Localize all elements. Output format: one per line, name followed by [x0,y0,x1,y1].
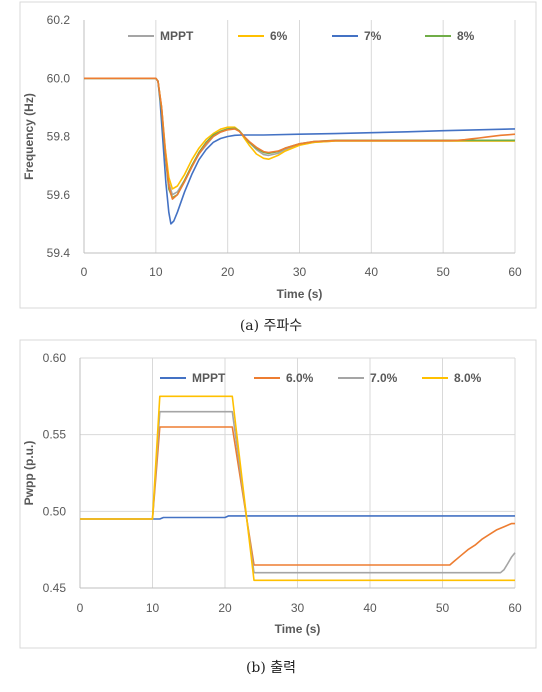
series-line [80,395,515,582]
x-tick-label: 20 [221,265,235,279]
x-tick-label: 60 [508,265,522,279]
legend-item: 7% [332,29,382,43]
legend-item: 8% [425,29,475,43]
legend-label: 7% [364,29,382,43]
x-tick-label: 40 [363,601,377,615]
y-tick-label: 59.8 [47,130,71,144]
legend-item: MPPT [160,371,226,385]
power-chart: 0 10 20 30 40 50 60 0.45 0.50 0.55 0.60 Time (s) Pwp… [19,339,537,649]
x-axis-label: Time (s) [277,287,323,301]
series-line [80,426,515,566]
frequency-chart: 0 10 20 30 40 50 60 59.4 59.6 59.8 60.0 60.2 Time (s… [19,1,537,309]
legend-label: 8.0% [454,371,482,385]
x-tick-label: 50 [436,265,450,279]
x-tick-label: 10 [146,601,160,615]
x-tick-label: 0 [77,601,84,615]
legend-item: 6% [238,29,288,43]
x-tick-label: 30 [293,265,307,279]
x-axis-label: Time (s) [275,622,321,636]
legend-item: 6.0% [254,371,314,385]
y-tick-label: 0.60 [43,351,67,365]
x-tick-label: 0 [81,265,88,279]
legend-label: 8% [457,29,475,43]
legend-label: MPPT [192,371,226,385]
y-axis-label: Pwpp (p.u.) [22,441,36,506]
legend-item: 8.0% [422,371,482,385]
x-tick-label: 10 [149,265,163,279]
caption-frequency: (a) 주파수 [240,318,302,334]
y-axis-label: Frequency (Hz) [22,93,36,180]
y-tick-label: 59.6 [47,188,71,202]
legend-item: 7.0% [338,371,398,385]
x-tick-label: 50 [436,601,450,615]
y-tick-label: 60.2 [47,13,71,27]
y-tick-label: 0.50 [43,504,67,518]
legend-label: 6% [270,29,288,43]
x-tick-label: 20 [218,601,232,615]
y-tick-label: 0.55 [43,428,67,442]
x-tick-label: 60 [508,601,522,615]
chart-border [19,339,537,649]
legend-label: 6.0% [286,371,314,385]
caption-power: (b) 출력 [246,660,296,676]
legend-label: 7.0% [370,371,398,385]
y-tick-label: 0.45 [43,581,67,595]
y-tick-label: 60.0 [47,71,71,85]
series-line [84,77,516,225]
legend-label: MPPT [160,29,194,43]
x-tick-label: 30 [291,601,305,615]
y-tick-label: 59.4 [47,246,71,260]
legend-item: MPPT [128,29,194,43]
series-line [84,77,516,200]
chart-border [19,1,537,309]
x-tick-label: 40 [365,265,379,279]
